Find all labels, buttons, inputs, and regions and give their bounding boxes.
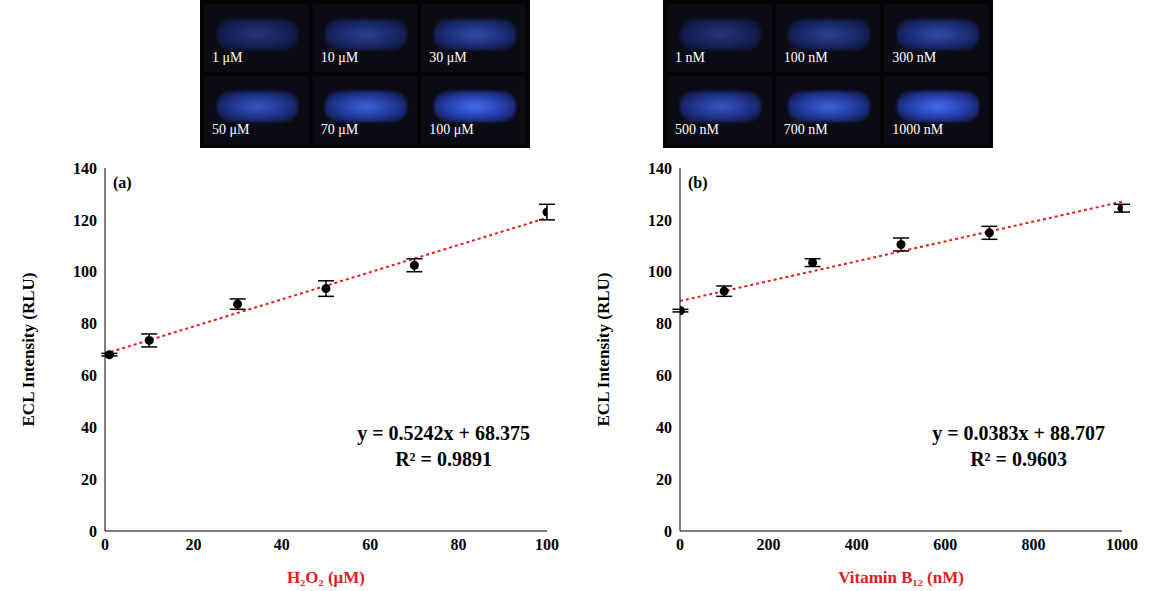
svg-text:40: 40: [81, 419, 97, 436]
svg-text:H₂O₂ (μM): H₂O₂ (μM): [287, 568, 365, 587]
svg-text:ECL Intensity (RLU): ECL Intensity (RLU): [594, 273, 613, 427]
svg-text:Vitamin B₁₂ (nM): Vitamin B₁₂ (nM): [838, 568, 964, 587]
svg-text:1000: 1000: [1106, 536, 1138, 553]
svg-text:100: 100: [535, 536, 559, 553]
svg-text:0: 0: [89, 523, 97, 540]
html-text:y = 0.0383x + 88.707: y = 0.0383x + 88.707: [932, 422, 1105, 444]
svg-text:120: 120: [648, 212, 672, 229]
svg-text:120: 120: [73, 212, 97, 229]
html-text:30 μM: 30 μM: [429, 50, 467, 65]
svg-text:60: 60: [362, 536, 378, 553]
svg-text:0: 0: [664, 523, 672, 540]
html-text:70 μM: 70 μM: [320, 122, 359, 137]
svg-text:80: 80: [81, 315, 97, 332]
html-text:10 μM: 10 μM: [320, 50, 359, 65]
svg-text:400: 400: [845, 536, 869, 553]
svg-text:0: 0: [101, 536, 109, 553]
html-text:500 nM: 500 nM: [675, 122, 719, 137]
svg-text:40: 40: [274, 536, 290, 553]
svg-text:20: 20: [656, 471, 672, 488]
svg-text:60: 60: [656, 367, 672, 384]
svg-text:200: 200: [756, 536, 780, 553]
svg-text:60: 60: [81, 367, 97, 384]
svg-text:100: 100: [648, 263, 672, 280]
svg-text:800: 800: [1022, 536, 1046, 553]
html-text:R² = 0.9891: R² = 0.9891: [395, 448, 492, 470]
svg-text:20: 20: [81, 471, 97, 488]
svg-text:100: 100: [73, 263, 97, 280]
svg-text:ECL Intensity (RLU): ECL Intensity (RLU): [19, 273, 38, 427]
svg-text:0: 0: [676, 536, 684, 553]
svg-text:20: 20: [185, 536, 201, 553]
svg-text:80: 80: [451, 536, 467, 553]
svg-text:140: 140: [73, 160, 97, 177]
html-text:300 nM: 300 nM: [892, 50, 937, 65]
html-text:(b): (b): [688, 174, 708, 191]
html-text:(a): (a): [113, 174, 132, 191]
html-text:1 nM: 1 nM: [675, 50, 705, 65]
html-text:100 μM: 100 μM: [429, 122, 474, 137]
svg-text:40: 40: [656, 419, 672, 436]
svg-text:140: 140: [648, 160, 672, 177]
html-text:1 μM: 1 μM: [212, 50, 243, 65]
html-text:1000 nM: 1000 nM: [892, 122, 944, 137]
html-text:50 μM: 50 μM: [212, 122, 250, 137]
svg-text:80: 80: [656, 315, 672, 332]
html-text:R² = 0.9603: R² = 0.9603: [970, 448, 1067, 470]
html-text:100 nM: 100 nM: [783, 50, 828, 65]
html-text:700 nM: 700 nM: [783, 122, 828, 137]
html-text:y = 0.5242x + 68.375: y = 0.5242x + 68.375: [357, 422, 530, 444]
svg-text:600: 600: [933, 536, 957, 553]
